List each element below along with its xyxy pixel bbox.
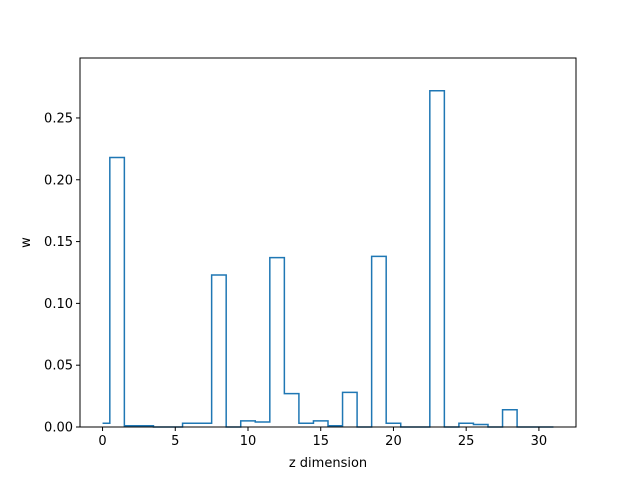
x-tick-label: 10: [240, 434, 257, 449]
x-tick-label: 5: [171, 434, 179, 449]
y-tick-label: 0.25: [44, 111, 73, 126]
series-step-line-0: [102, 90, 554, 428]
x-tick-label: 25: [458, 434, 475, 449]
y-axis-label: w: [19, 237, 34, 248]
plot-area: [102, 90, 554, 428]
y-tick-label: 0.15: [44, 235, 73, 250]
x-axis-label: z dimension: [289, 456, 367, 471]
y-tick-label: 0.20: [44, 173, 73, 188]
x-tick-label: 0: [98, 434, 106, 449]
axes-frame: [79, 57, 577, 428]
x-tick-label: 15: [312, 434, 329, 449]
y-tick-label: 0.05: [44, 359, 73, 374]
x-axis-ticks: 0 5 10 15 20 25 30: [98, 427, 547, 449]
x-tick-label: 20: [385, 434, 402, 449]
x-tick-label: 30: [531, 434, 548, 449]
y-tick-label: 0.00: [44, 421, 73, 436]
y-tick-label: 0.10: [44, 297, 73, 312]
y-axis-ticks: 0.00 0.05 0.10 0.15 0.20 0.25: [44, 111, 80, 436]
